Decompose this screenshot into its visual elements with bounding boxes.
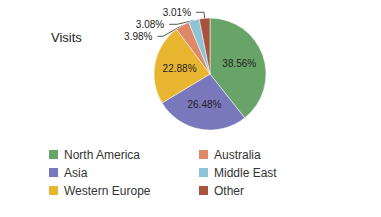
svg-text:Visits: Visits [51,30,82,45]
svg-text:38.56%: 38.56% [222,58,256,69]
svg-text:3.08%: 3.08% [136,19,164,30]
svg-text:3.98%: 3.98% [124,31,152,42]
svg-text:North America: North America [64,148,140,162]
svg-text:Asia: Asia [64,166,88,180]
svg-text:26.48%: 26.48% [187,99,221,110]
svg-text:22.88%: 22.88% [163,63,197,74]
svg-text:Australia: Australia [214,148,261,162]
svg-text:Middle East: Middle East [214,166,277,180]
svg-text:Other: Other [214,184,244,198]
svg-text:3.01%: 3.01% [163,7,191,18]
svg-text:Western Europe: Western Europe [64,184,151,198]
